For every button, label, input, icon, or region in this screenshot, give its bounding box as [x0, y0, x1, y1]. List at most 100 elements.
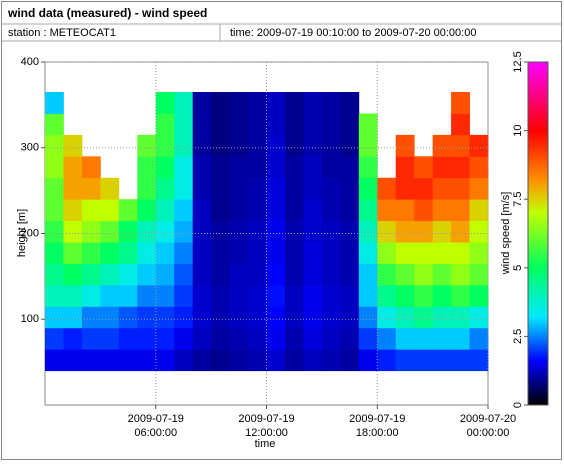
heat-cell	[229, 284, 249, 307]
heat-cell	[155, 113, 175, 136]
heat-cell	[118, 306, 138, 329]
heat-cell	[229, 327, 249, 350]
heat-cell	[155, 199, 175, 222]
heat-cell	[81, 306, 101, 329]
heat-cell	[266, 242, 286, 264]
heat-cell	[395, 242, 415, 264]
colorbar-tick-label: 2.5	[512, 329, 524, 344]
heat-cell	[414, 220, 434, 243]
heat-cell	[414, 284, 434, 307]
colorbar-tick-label: 7.5	[512, 192, 524, 207]
heat-cell	[248, 306, 267, 329]
heat-cell	[45, 284, 64, 307]
heat-cell	[211, 284, 230, 307]
heat-cell	[266, 113, 286, 136]
heat-cell	[432, 199, 452, 222]
heat-cell	[469, 242, 489, 264]
heat-cell	[395, 156, 415, 179]
heat-cell	[118, 349, 138, 372]
heat-cell	[377, 263, 397, 286]
colorbar-title: wind speed [m/s]	[500, 192, 512, 276]
heat-cell	[100, 242, 120, 264]
heat-cell	[321, 134, 341, 157]
heat-cell	[229, 199, 249, 222]
heat-cell	[155, 177, 175, 200]
heat-cell	[395, 220, 415, 243]
heat-cell	[395, 199, 415, 222]
heat-cell	[432, 156, 452, 179]
heat-cell	[266, 263, 286, 286]
heat-cell	[63, 327, 83, 350]
heat-cell	[358, 134, 378, 157]
heat-cell	[358, 284, 378, 307]
colorbar-tick-label: 0	[512, 402, 524, 408]
heat-cell	[395, 284, 415, 307]
heat-cell	[451, 134, 470, 157]
heat-cell	[81, 177, 101, 200]
heat-cell	[174, 134, 194, 157]
heat-cell	[284, 156, 304, 179]
heat-cell	[63, 177, 83, 200]
x-tick-label: 06:00:00	[134, 427, 177, 439]
heat-cell	[451, 306, 470, 329]
heat-cell	[340, 92, 360, 114]
heat-cell	[266, 199, 286, 222]
heat-cell	[432, 134, 452, 157]
heat-cell	[211, 92, 230, 114]
heat-cell	[211, 327, 230, 350]
heat-cell	[377, 349, 397, 372]
heat-cell	[155, 92, 175, 114]
heat-cell	[469, 263, 489, 286]
heat-cell	[100, 349, 120, 372]
heat-cell	[211, 134, 230, 157]
heat-cell	[192, 263, 212, 286]
heat-cell	[174, 242, 194, 264]
heat-cell	[81, 349, 101, 372]
heat-cell	[284, 327, 304, 350]
heat-cell	[174, 156, 194, 179]
heat-cell	[174, 220, 194, 243]
heat-cell	[155, 306, 175, 329]
heat-cell	[45, 134, 64, 157]
heat-cell	[45, 306, 64, 329]
heat-cell	[100, 306, 120, 329]
heat-cell	[340, 306, 360, 329]
heat-cell	[451, 199, 470, 222]
heat-cell	[248, 349, 267, 372]
heat-cell	[81, 284, 101, 307]
heat-cell	[414, 349, 434, 372]
heat-cell	[192, 199, 212, 222]
heat-cell	[248, 263, 267, 286]
heat-cell	[100, 327, 120, 350]
heat-cell	[229, 177, 249, 200]
heat-cell	[192, 156, 212, 179]
heat-cell	[377, 220, 397, 243]
heat-cell	[229, 242, 249, 264]
heat-cell	[248, 284, 267, 307]
heat-cell	[248, 242, 267, 264]
heat-cell	[45, 113, 64, 136]
heat-cell	[192, 113, 212, 136]
heat-cell	[155, 156, 175, 179]
heat-cell	[155, 284, 175, 307]
heat-cell	[155, 349, 175, 372]
heat-cell	[174, 306, 194, 329]
heat-cell	[469, 349, 489, 372]
heat-cell	[377, 306, 397, 329]
y-tick-label: 100	[21, 313, 39, 325]
heat-cell	[174, 199, 194, 222]
heat-cell	[432, 284, 452, 307]
heat-cell	[174, 284, 194, 307]
heat-cell	[248, 327, 267, 350]
heat-cell	[432, 327, 452, 350]
heat-cell	[137, 199, 157, 222]
heat-cell	[63, 134, 83, 157]
heat-cell	[451, 220, 470, 243]
heat-cell	[266, 177, 286, 200]
heat-cell	[284, 306, 304, 329]
heat-cell	[192, 92, 212, 114]
heat-cell	[137, 284, 157, 307]
x-tick-label: 2009-07-19	[128, 413, 184, 425]
heat-cell	[469, 156, 489, 179]
